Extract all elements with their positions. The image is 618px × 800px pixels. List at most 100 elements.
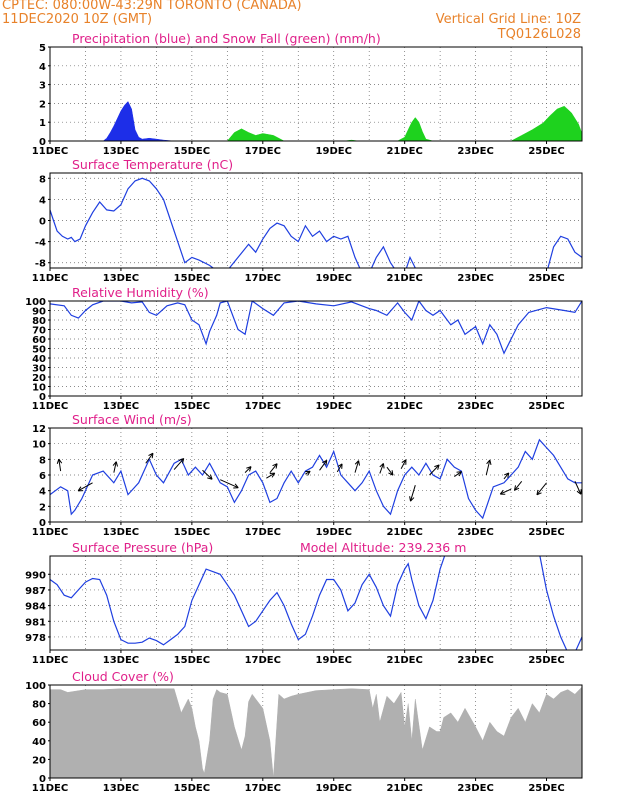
rh-title: Relative Humidity (%) — [72, 285, 209, 300]
pres-series-group — [50, 556, 582, 650]
precip-xtick-label: 11DEC — [32, 146, 68, 157]
precip-xtick-label: 21DEC — [386, 146, 422, 157]
cloud-xtick-label: 23DEC — [457, 783, 493, 794]
rh-xtick-label: 17DEC — [245, 401, 281, 412]
cloud-ytick-label: 20 — [32, 755, 46, 766]
pres-ytick-label: 990 — [25, 570, 46, 581]
wind-vector-head-22 — [499, 489, 506, 495]
wind-vector-head-15 — [388, 470, 394, 476]
wind-vector-head-8 — [269, 472, 276, 478]
cloud-xtick-label: 17DEC — [245, 783, 281, 794]
precip-xtick-label: 25DEC — [528, 146, 564, 157]
wind-ytick-label: 10 — [32, 440, 46, 451]
cloud-ytick-label: 0 — [39, 774, 46, 785]
temp-xtick-label: 17DEC — [245, 273, 281, 284]
temp-xtick-label: 19DEC — [316, 273, 352, 284]
temp-xtick-label: 23DEC — [457, 273, 493, 284]
station-header: CPTEC: 080:00W-43:29N TORONTO (CANADA) — [2, 0, 302, 13]
pres-xtick-label: 11DEC — [32, 655, 68, 666]
wind-vector-19 — [454, 471, 462, 477]
cloud-series-group — [50, 686, 582, 778]
wind-series-group — [50, 438, 582, 520]
wind-xtick-label: 19DEC — [316, 527, 352, 538]
temp-ytick-label: -8 — [35, 259, 46, 270]
wind-vector-head-2 — [112, 461, 118, 467]
wind-vector-head-23 — [514, 485, 520, 491]
precip-xtick-label: 23DEC — [457, 146, 493, 157]
rh-frame — [49, 300, 583, 397]
wind-vector-head-13 — [354, 460, 360, 466]
wind-vector-7 — [244, 466, 252, 474]
wind-vector-23 — [514, 480, 523, 491]
precip-ytick-label: 0 — [39, 137, 46, 148]
wind-vector-0 — [58, 459, 62, 472]
precip-series-0 — [50, 101, 582, 141]
cloud-xtick-label: 15DEC — [174, 783, 210, 794]
temp-xtick-label: 21DEC — [386, 273, 422, 284]
precip-ytick-label: 4 — [39, 62, 46, 73]
wind-vector-head-12 — [337, 463, 343, 469]
rh-ytick-label: 60 — [32, 335, 46, 346]
wind-vector-5 — [202, 469, 213, 480]
wind-vector-4 — [173, 458, 185, 470]
wind-vector-head-21 — [504, 472, 510, 478]
wind-vector-head-14 — [379, 463, 385, 469]
wind-vector-16 — [400, 459, 407, 469]
temp-ytick-label: 4 — [39, 195, 46, 206]
wind-title: Surface Wind (m/s) — [72, 412, 192, 427]
wind-xtick-label: 23DEC — [457, 527, 493, 538]
pres-xtick-label: 17DEC — [245, 655, 281, 666]
rh-ytick-label: 100 — [25, 297, 46, 308]
wind-frame — [49, 427, 583, 523]
temp-xtick-label: 11DEC — [32, 273, 68, 284]
temp-xtick-label: 13DEC — [103, 273, 139, 284]
precip-ytick-label: 1 — [39, 118, 46, 129]
wind-vector-head-20 — [486, 459, 492, 465]
wind-vector-1 — [77, 482, 93, 492]
wind-vector-6 — [220, 479, 239, 489]
temp-ytick-label: -4 — [35, 238, 46, 249]
wind-vector-head-24 — [536, 489, 542, 496]
wind-ytick-label: 12 — [32, 424, 46, 435]
wind-vector-13 — [354, 460, 360, 473]
rh-ytick-label: 0 — [39, 392, 46, 403]
wind-vector-head-11 — [322, 459, 328, 466]
rh-xtick-label: 21DEC — [386, 401, 422, 412]
rh-series-0 — [50, 301, 582, 355]
temp-frame — [49, 172, 583, 269]
precip-ytick-label: 2 — [39, 99, 46, 110]
wind-vector-3 — [145, 452, 154, 464]
wind-vector-head-25 — [576, 489, 582, 495]
wind-vector-2 — [113, 461, 117, 473]
wind-ytick-label: 4 — [39, 487, 46, 498]
wind-ytick-label: 8 — [39, 455, 46, 466]
pres-ytick-label: 981 — [25, 617, 46, 628]
wind-vector-12 — [336, 463, 343, 473]
rh-xtick-label: 23DEC — [457, 401, 493, 412]
wind-vector-head-1 — [77, 486, 84, 492]
cloud-series-0 — [50, 686, 582, 778]
wind-vector-head-6 — [233, 483, 239, 489]
wind-vector-9 — [269, 463, 278, 473]
temp-ytick-label: 8 — [39, 174, 46, 185]
rh-xtick-label: 11DEC — [32, 401, 68, 412]
pres-xtick-label: 25DEC — [528, 655, 564, 666]
wind-panel: 11DEC 13DEC 15DEC 17DEC 19DEC 21DEC 23DEC 25DEC… — [32, 412, 583, 538]
cloud-xtick-label: 11DEC — [32, 783, 68, 794]
rh-ytick-label: 20 — [32, 373, 46, 384]
wind-vector-head-5 — [207, 474, 213, 480]
wind-vector-8 — [266, 472, 276, 479]
wind-vector-25 — [574, 481, 582, 495]
pres-annotation: Model Altitude: 239.236 m — [300, 540, 466, 555]
wind-vector-11 — [319, 460, 328, 471]
pres-series-0 — [50, 556, 582, 650]
wind-ytick-label: 6 — [39, 471, 46, 482]
wind-vector-24 — [536, 482, 547, 496]
rh-series-group — [50, 301, 582, 355]
rh-ytick-label: 70 — [32, 326, 46, 337]
precip-xtick-label: 17DEC — [245, 146, 281, 157]
wind-vector-head-9 — [272, 463, 278, 469]
pres-title: Surface Pressure (hPa) — [72, 540, 213, 555]
pres-xtick-label: 19DEC — [316, 655, 352, 666]
